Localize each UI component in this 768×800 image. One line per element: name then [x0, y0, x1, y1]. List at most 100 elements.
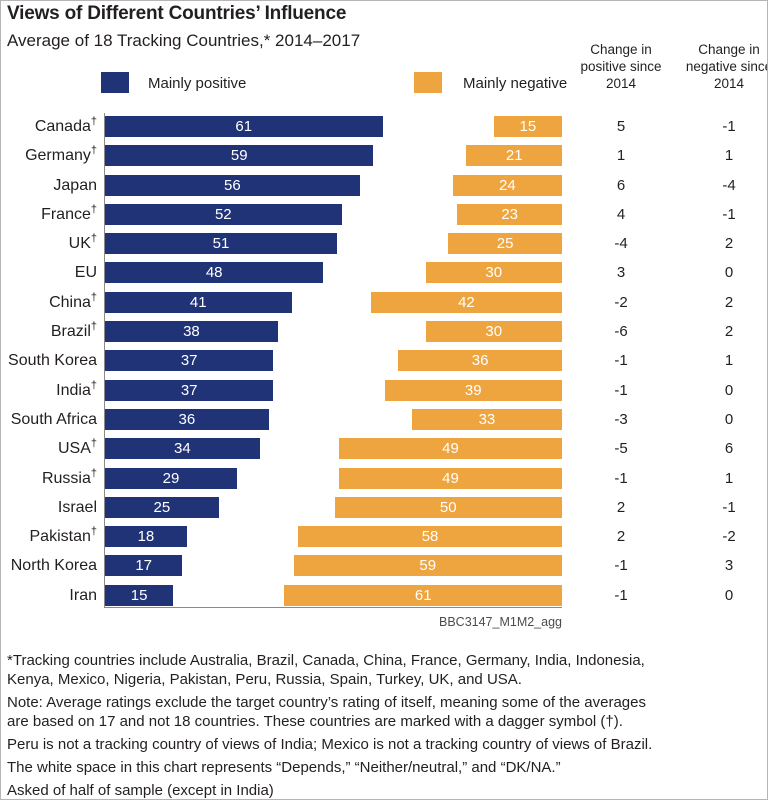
change-negative-value: -1 [722, 498, 736, 516]
negative-bar-value: 39 [464, 381, 482, 399]
footnote-line: *Tracking countries include Australia, B… [7, 652, 645, 688]
positive-bar: 25 [105, 496, 219, 518]
country-label: Russia† [41, 467, 97, 487]
positive-bar-value: 41 [189, 293, 207, 311]
negative-bar: 39 [384, 379, 562, 401]
change-positive-value: -1 [614, 469, 628, 487]
positive-bar-value: 29 [162, 469, 180, 487]
chart-row: China† 41 42 -2 2 [1, 288, 767, 317]
positive-bar: 51 [105, 233, 338, 255]
change-positive-value: -1 [614, 381, 628, 399]
country-label: India† [56, 379, 97, 399]
negative-bar-value: 50 [439, 498, 457, 516]
change-negative-value: 2 [724, 293, 734, 311]
dagger-symbol: † [90, 437, 97, 450]
positive-bar: 61 [105, 116, 383, 137]
positive-bar-value: 15 [130, 586, 148, 604]
chart-row: Canada† 61 15 5 -1 [1, 112, 767, 141]
change-positive-value: 4 [616, 205, 626, 223]
change-positive-value: 2 [616, 528, 626, 546]
change-negative-value: 2 [724, 323, 734, 341]
positive-bar-value: 61 [235, 118, 253, 135]
country-label: China† [49, 291, 97, 311]
change-negative-value: 6 [724, 440, 734, 458]
negative-bar-value: 36 [471, 352, 489, 370]
negative-bar: 61 [284, 584, 562, 606]
positive-bar-value: 56 [224, 176, 241, 194]
change-negative-value: -1 [722, 205, 736, 223]
change-positive-value: -4 [614, 235, 628, 253]
positive-bar-value: 17 [135, 557, 153, 575]
chart-row: France† 52 23 4 -1 [1, 200, 767, 229]
positive-bar-value: 59 [230, 147, 248, 165]
negative-bar: 33 [411, 408, 562, 430]
positive-bar-value: 52 [214, 205, 232, 223]
positive-bar: 18 [105, 526, 187, 548]
change-negative-value: 1 [724, 147, 734, 165]
change-negative-value: 0 [724, 264, 734, 282]
chart-row: EU 48 30 3 0 [1, 258, 767, 287]
footnote-line: Note: Average ratings exclude the target… [7, 694, 646, 730]
x-axis-line [104, 607, 562, 608]
change-negative-value: -1 [722, 118, 736, 135]
positive-bar: 56 [105, 174, 360, 196]
chart-row: Germany† 59 21 1 1 [1, 141, 767, 170]
chart-row: Israel 25 50 2 -1 [1, 493, 767, 522]
legend-label-negative: Mainly negative [463, 75, 568, 92]
change-positive-value: -5 [614, 440, 628, 458]
country-label: UK† [68, 232, 97, 253]
change-negative-value: 2 [724, 235, 734, 253]
negative-bar-value: 49 [442, 469, 459, 487]
negative-bar-value: 23 [501, 205, 518, 223]
chart-row: South Korea 37 36 -1 1 [1, 346, 767, 375]
change-negative-value: 0 [724, 381, 734, 399]
positive-bar: 48 [105, 262, 324, 284]
negative-bar-value: 30 [485, 264, 503, 282]
negative-bar-value: 49 [442, 440, 459, 458]
positive-bar: 37 [105, 350, 274, 372]
negative-bar-value: 24 [499, 176, 516, 194]
change-negative-value: -4 [722, 176, 736, 194]
country-label: EU [74, 264, 97, 282]
country-label: South Africa [10, 410, 97, 428]
negative-bar-value: 61 [414, 586, 432, 604]
column-header-change-negative: Change in negative since 2014 [685, 42, 768, 91]
change-negative-value: 1 [724, 352, 734, 370]
legend-swatch-negative [414, 72, 442, 93]
negative-bar-value: 42 [458, 293, 475, 311]
dagger-symbol: † [90, 291, 97, 304]
country-label: Brazil† [50, 320, 97, 341]
footnote-line: Asked of half of sample (except in India… [7, 782, 274, 799]
footnote-line: The white space in this chart represents… [7, 759, 561, 776]
footnotes: *Tracking countries include Australia, B… [7, 651, 663, 799]
positive-bar: 15 [105, 584, 174, 606]
positive-bar: 36 [105, 408, 269, 430]
chart-row: Pakistan† 18 58 2 -2 [1, 522, 767, 551]
negative-bar-value: 59 [419, 557, 437, 575]
source-label: BBC3147_M1M2_agg [439, 615, 562, 629]
positive-bar-value: 48 [205, 264, 223, 282]
positive-bar: 34 [105, 438, 260, 460]
negative-bar: 49 [339, 467, 562, 489]
dagger-symbol: † [90, 115, 97, 128]
negative-bar: 23 [457, 203, 562, 225]
dagger-symbol: † [90, 379, 97, 392]
country-label: Japan [53, 176, 97, 194]
positive-bar-value: 34 [174, 440, 191, 458]
country-label: North Korea [10, 557, 97, 575]
positive-bar: 37 [105, 379, 274, 401]
country-label: France† [41, 203, 97, 223]
positive-bar-value: 18 [137, 528, 155, 546]
chart-row: South Africa 36 33 -3 0 [1, 405, 767, 434]
positive-bar-value: 38 [183, 323, 200, 341]
change-positive-value: 2 [616, 498, 626, 516]
page-title: Views of Different Countries’ Influence [7, 3, 347, 24]
negative-bar-value: 30 [485, 323, 503, 341]
legend-label-positive: Mainly positive [148, 75, 247, 92]
y-axis-line [104, 113, 105, 608]
negative-bar: 58 [298, 526, 562, 548]
legend-swatch-positive [101, 72, 129, 93]
dagger-symbol: † [90, 232, 97, 245]
column-header-change-positive: Change in positive since 2014 [580, 42, 662, 91]
